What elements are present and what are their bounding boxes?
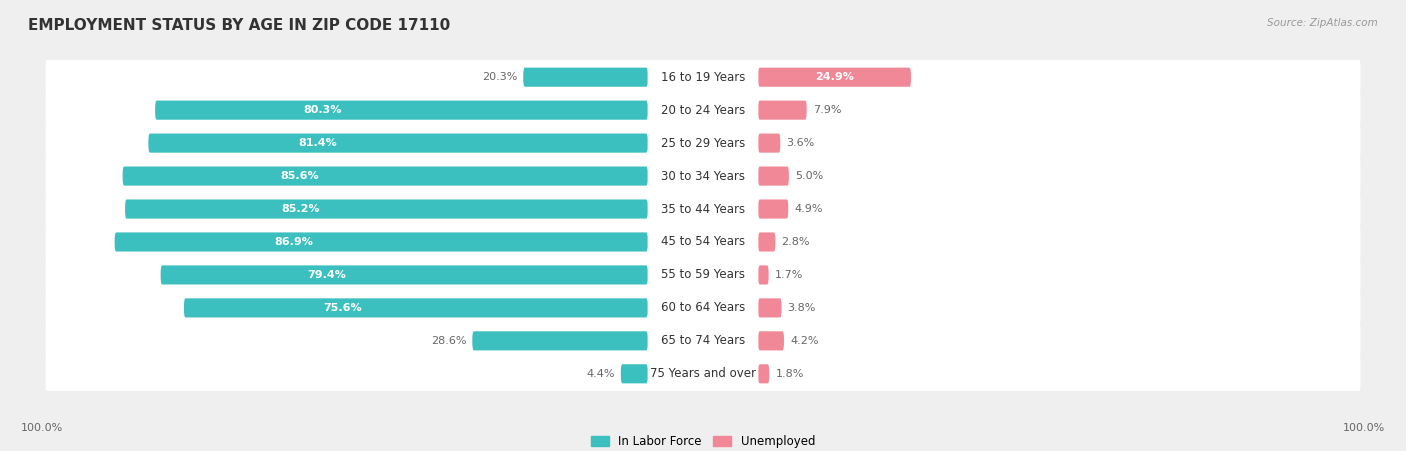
FancyBboxPatch shape: [621, 364, 648, 383]
FancyBboxPatch shape: [472, 331, 648, 350]
Text: 4.2%: 4.2%: [790, 336, 818, 346]
Text: 45 to 54 Years: 45 to 54 Years: [661, 235, 745, 249]
Text: 3.8%: 3.8%: [787, 303, 815, 313]
FancyBboxPatch shape: [45, 291, 1361, 325]
FancyBboxPatch shape: [155, 101, 648, 120]
FancyBboxPatch shape: [45, 93, 1361, 127]
Text: Source: ZipAtlas.com: Source: ZipAtlas.com: [1267, 18, 1378, 28]
FancyBboxPatch shape: [648, 331, 758, 351]
FancyBboxPatch shape: [648, 199, 758, 219]
Text: 20 to 24 Years: 20 to 24 Years: [661, 104, 745, 117]
FancyBboxPatch shape: [45, 192, 1361, 226]
Text: 28.6%: 28.6%: [430, 336, 467, 346]
Text: 35 to 44 Years: 35 to 44 Years: [661, 202, 745, 216]
Text: 1.8%: 1.8%: [775, 369, 804, 379]
Text: 4.4%: 4.4%: [586, 369, 614, 379]
FancyBboxPatch shape: [648, 100, 758, 120]
Text: 25 to 29 Years: 25 to 29 Years: [661, 137, 745, 150]
FancyBboxPatch shape: [648, 364, 758, 384]
Text: 4.9%: 4.9%: [794, 204, 823, 214]
Text: 75.6%: 75.6%: [323, 303, 361, 313]
Text: 100.0%: 100.0%: [21, 423, 63, 433]
FancyBboxPatch shape: [758, 199, 789, 219]
Text: 75 Years and over: 75 Years and over: [650, 367, 756, 380]
FancyBboxPatch shape: [149, 133, 648, 152]
FancyBboxPatch shape: [648, 265, 758, 285]
FancyBboxPatch shape: [648, 67, 758, 87]
Text: 7.9%: 7.9%: [813, 105, 841, 115]
FancyBboxPatch shape: [45, 258, 1361, 292]
FancyBboxPatch shape: [648, 232, 758, 252]
Text: 100.0%: 100.0%: [1343, 423, 1385, 433]
Text: 80.3%: 80.3%: [302, 105, 342, 115]
FancyBboxPatch shape: [45, 225, 1361, 259]
FancyBboxPatch shape: [45, 159, 1361, 193]
Text: 55 to 59 Years: 55 to 59 Years: [661, 268, 745, 281]
Text: 86.9%: 86.9%: [274, 237, 314, 247]
Text: 24.9%: 24.9%: [815, 72, 853, 82]
FancyBboxPatch shape: [115, 232, 648, 252]
Text: 1.7%: 1.7%: [775, 270, 803, 280]
FancyBboxPatch shape: [758, 364, 769, 383]
FancyBboxPatch shape: [45, 324, 1361, 358]
FancyBboxPatch shape: [758, 101, 807, 120]
Text: EMPLOYMENT STATUS BY AGE IN ZIP CODE 17110: EMPLOYMENT STATUS BY AGE IN ZIP CODE 171…: [28, 18, 450, 33]
FancyBboxPatch shape: [758, 68, 911, 87]
FancyBboxPatch shape: [758, 166, 789, 186]
FancyBboxPatch shape: [758, 331, 785, 350]
Text: 20.3%: 20.3%: [482, 72, 517, 82]
Text: 65 to 74 Years: 65 to 74 Years: [661, 334, 745, 347]
Text: 60 to 64 Years: 60 to 64 Years: [661, 301, 745, 314]
Text: 2.8%: 2.8%: [782, 237, 810, 247]
FancyBboxPatch shape: [45, 60, 1361, 94]
FancyBboxPatch shape: [184, 299, 648, 318]
FancyBboxPatch shape: [758, 265, 769, 285]
Text: 30 to 34 Years: 30 to 34 Years: [661, 170, 745, 183]
Text: 16 to 19 Years: 16 to 19 Years: [661, 71, 745, 84]
FancyBboxPatch shape: [45, 126, 1361, 160]
FancyBboxPatch shape: [648, 166, 758, 186]
Text: 85.2%: 85.2%: [281, 204, 321, 214]
FancyBboxPatch shape: [758, 232, 775, 252]
Text: 79.4%: 79.4%: [307, 270, 346, 280]
Text: 81.4%: 81.4%: [298, 138, 337, 148]
FancyBboxPatch shape: [758, 133, 780, 152]
FancyBboxPatch shape: [648, 298, 758, 318]
FancyBboxPatch shape: [160, 265, 648, 285]
Text: 5.0%: 5.0%: [794, 171, 824, 181]
Text: 85.6%: 85.6%: [280, 171, 319, 181]
FancyBboxPatch shape: [45, 357, 1361, 391]
FancyBboxPatch shape: [648, 133, 758, 153]
FancyBboxPatch shape: [523, 68, 648, 87]
FancyBboxPatch shape: [125, 199, 648, 219]
FancyBboxPatch shape: [758, 299, 782, 318]
FancyBboxPatch shape: [122, 166, 648, 186]
Legend: In Labor Force, Unemployed: In Labor Force, Unemployed: [586, 430, 820, 451]
Text: 3.6%: 3.6%: [786, 138, 814, 148]
